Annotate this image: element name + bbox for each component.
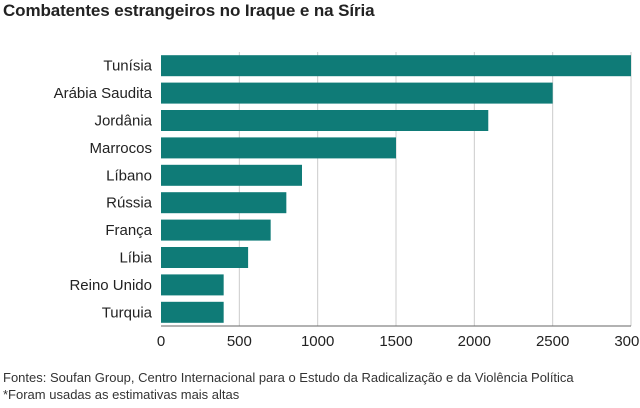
category-label: Reino Unido [69,277,152,294]
x-tick-label: 3000 [614,333,640,350]
bar [161,219,271,241]
x-tick-labels: 0 500 1000 1500 2000 2500 3000 [157,333,640,350]
bar [161,137,396,159]
x-tick-label: 1500 [379,333,412,350]
category-label: Líbia [119,250,152,267]
x-tick-label: 1000 [301,333,334,350]
bar [161,82,553,104]
category-label: Arábia Saudita [54,85,153,102]
chart-title: Combatentes estrangeiros no Iraque e na … [3,1,375,20]
category-label: França [105,222,152,239]
bar [161,301,224,323]
bars [161,55,631,323]
category-label: Líbano [106,167,152,184]
gridlines [238,52,632,326]
estimates-note: *Foram usadas as estimativas mais altas [3,387,240,402]
bar [161,192,287,214]
bar [161,164,302,186]
sources-note: Fontes: Soufan Group, Centro Internacion… [3,370,574,385]
category-label: Tunísia [103,58,152,75]
category-label: Jordânia [94,113,152,130]
bar [161,110,489,131]
bar [161,247,249,268]
bar [161,55,631,77]
x-tick-label: 0 [157,333,165,350]
category-label: Turquia [102,304,153,321]
x-tick-label: 500 [227,333,252,350]
category-label: Marrocos [89,140,152,157]
category-labels: Tunísia Arábia Saudita Jordânia Marrocos Líb… [54,58,153,322]
x-tick-label: 2500 [536,333,569,350]
bar [161,274,224,296]
category-label: Rússia [106,195,153,212]
x-tick-label: 2000 [458,333,491,350]
